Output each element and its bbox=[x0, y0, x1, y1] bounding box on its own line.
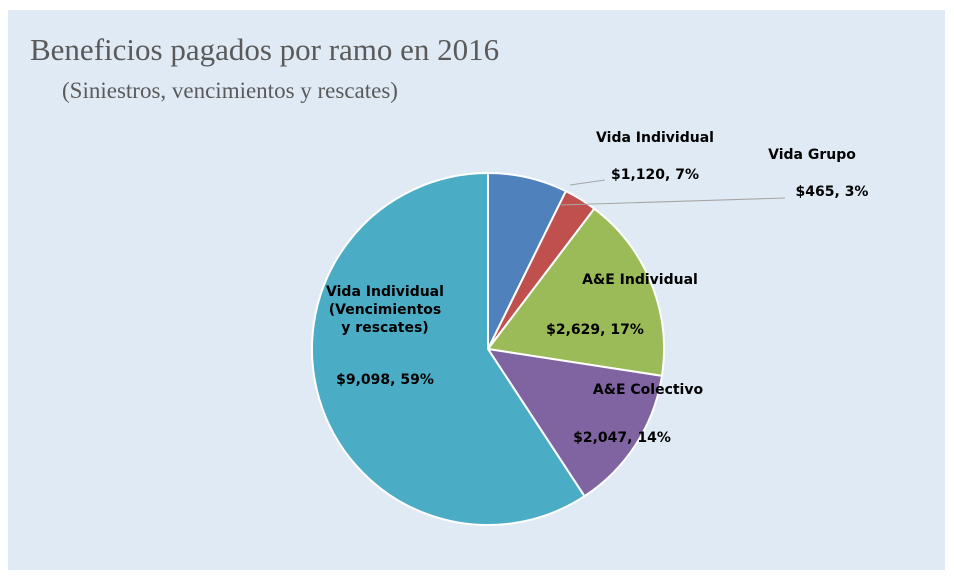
slice-label: A&E Colectivo bbox=[592, 382, 704, 398]
value-label: $465, 3% bbox=[795, 184, 869, 200]
pie-plot bbox=[311, 171, 786, 526]
value-label: $2,629, 17% bbox=[546, 322, 644, 338]
slice-label: Vida Grupo bbox=[768, 147, 856, 163]
slice-label: Vida Individual (Vencimientos y rescates… bbox=[326, 284, 444, 336]
slice-label: Vida Individual bbox=[596, 130, 714, 146]
chart-subtitle: (Siniestros, vencimientos y rescates) bbox=[62, 78, 398, 103]
pie-slice bbox=[485, 347, 664, 498]
value-label: $2,047, 14% bbox=[573, 430, 671, 446]
chart: Beneficios pagados por ramo en 2016 (Sin… bbox=[8, 10, 945, 570]
pie-slice bbox=[311, 171, 586, 526]
chart-title: Beneficios pagados por ramo en 2016 bbox=[30, 32, 500, 67]
slice-label: A&E Individual bbox=[582, 272, 698, 288]
value-label: $9,098, 59% bbox=[336, 372, 434, 388]
leader-line bbox=[560, 197, 786, 206]
pie-slice bbox=[486, 207, 665, 377]
leader-line bbox=[569, 179, 606, 186]
value-label: $1,120, 7% bbox=[611, 167, 699, 183]
